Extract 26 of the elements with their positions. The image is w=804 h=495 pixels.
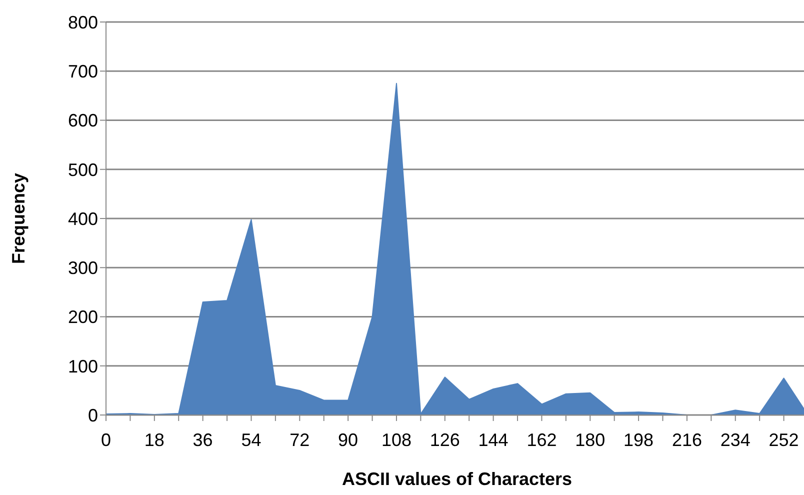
y-tick-label: 600 [68,110,98,131]
x-tick-label: 234 [720,430,750,450]
x-tick-label: 216 [672,430,702,450]
y-tick-label: 700 [68,62,98,82]
x-axis-title: ASCII values of Characters [342,469,572,489]
y-tick-label: 200 [68,307,98,328]
y-tick-label: 100 [68,356,98,376]
y-tick-label: 800 [68,12,98,32]
x-tick-label: 252 [768,430,799,450]
x-tick-label: 162 [526,430,557,450]
x-tick-label: 54 [241,430,262,450]
y-tick-label: 300 [68,258,98,278]
x-tick-label: 36 [192,430,213,450]
x-tick-label: 72 [290,430,310,450]
x-tick-label: 108 [381,430,412,450]
x-tick-label: 198 [624,430,654,450]
y-tick-label: 400 [68,208,98,229]
x-tick-label: 90 [338,430,358,450]
x-tick-label: 144 [478,430,508,450]
y-tick-label: 500 [68,160,98,180]
x-tick-label: 126 [430,430,460,450]
x-tick-label: 0 [100,430,112,450]
y-tick-label: 0 [88,405,98,426]
y-axis-title: Frequency [8,172,28,264]
x-tick-label: 180 [575,430,606,450]
x-tick-label: 18 [144,430,164,450]
